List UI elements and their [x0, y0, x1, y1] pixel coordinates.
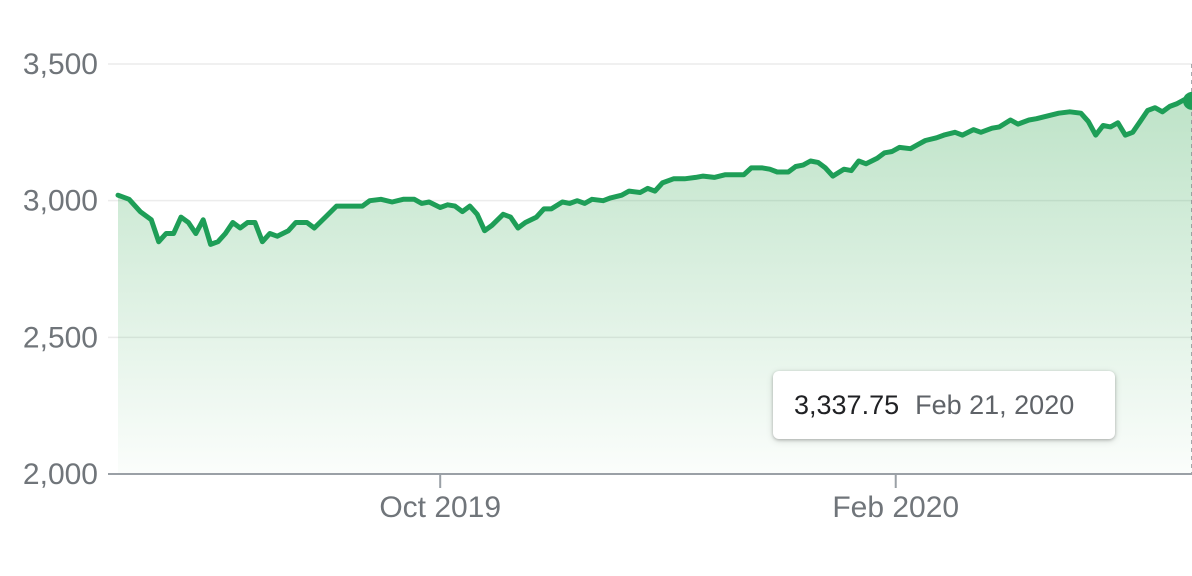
y-tick-label: 3,500 — [23, 48, 98, 81]
hover-point-marker — [1183, 91, 1192, 110]
x-tick-label: Feb 2020 — [832, 491, 959, 524]
tooltip-date: Feb 21, 2020 — [915, 389, 1075, 420]
tooltip-value: 3,337.75 — [794, 389, 900, 420]
hover-tooltip: 3,337.75 Feb 21, 2020 — [773, 371, 1115, 439]
y-tick-label: 3,000 — [23, 185, 98, 218]
x-tick-label: Oct 2019 — [379, 491, 501, 524]
y-tick-label: 2,500 — [23, 321, 98, 354]
y-tick-label: 2,000 — [23, 458, 98, 491]
price-line — [115, 97, 1192, 247]
y-axis-ticks: 3,500 3,000 2,500 2,000 — [23, 48, 98, 491]
x-axis-ticks: Oct 2019 Feb 2020 — [379, 474, 959, 524]
